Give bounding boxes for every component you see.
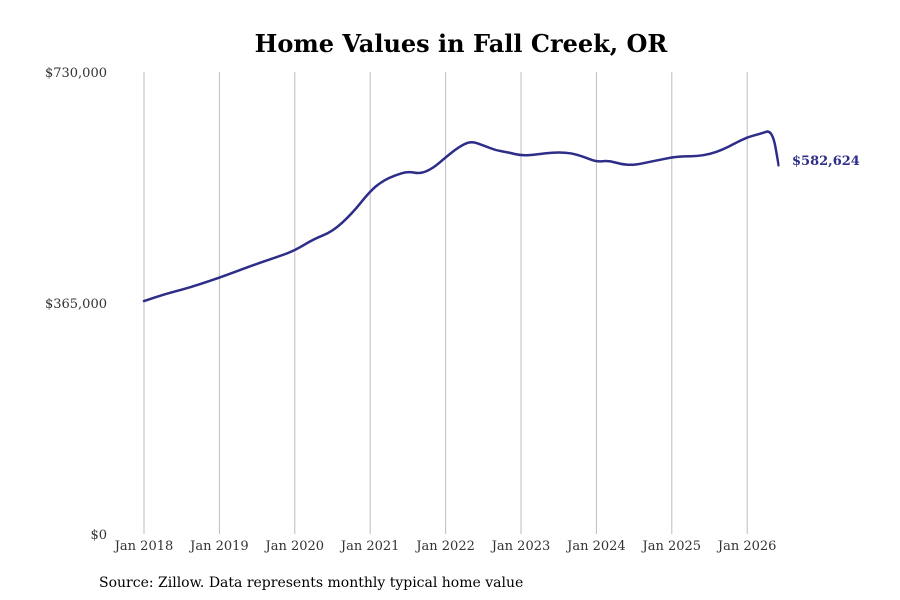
y-tick-label: $730,000 bbox=[45, 66, 107, 81]
x-tick-label: Jan 2026 bbox=[716, 539, 777, 554]
x-tick-label: Jan 2023 bbox=[490, 539, 551, 554]
y-axis-ticks: $0 $365,000 $730,000 bbox=[45, 66, 107, 543]
x-axis-ticks: Jan 2018 Jan 2019 Jan 2020 Jan 2021 Jan 2022… bbox=[113, 539, 777, 554]
chart-title: Home Values in Fall Creek, OR bbox=[255, 29, 669, 58]
end-value-label: $582,624 bbox=[792, 154, 860, 169]
x-tick-label: Jan 2019 bbox=[188, 539, 249, 554]
y-tick-label: $0 bbox=[90, 528, 107, 543]
x-tick-label: Jan 2022 bbox=[414, 539, 475, 554]
source-note: Source: Zillow. Data represents monthly … bbox=[99, 575, 523, 591]
home-value-line bbox=[142, 130, 780, 303]
x-tick-label: Jan 2018 bbox=[113, 539, 174, 554]
x-gridlines bbox=[143, 72, 748, 534]
x-tick-label: Jan 2025 bbox=[641, 539, 702, 554]
x-tick-label: Jan 2021 bbox=[339, 539, 400, 554]
x-tick-label: Jan 2020 bbox=[264, 539, 325, 554]
y-tick-label: $365,000 bbox=[45, 297, 107, 312]
x-tick-label: Jan 2024 bbox=[565, 539, 626, 554]
